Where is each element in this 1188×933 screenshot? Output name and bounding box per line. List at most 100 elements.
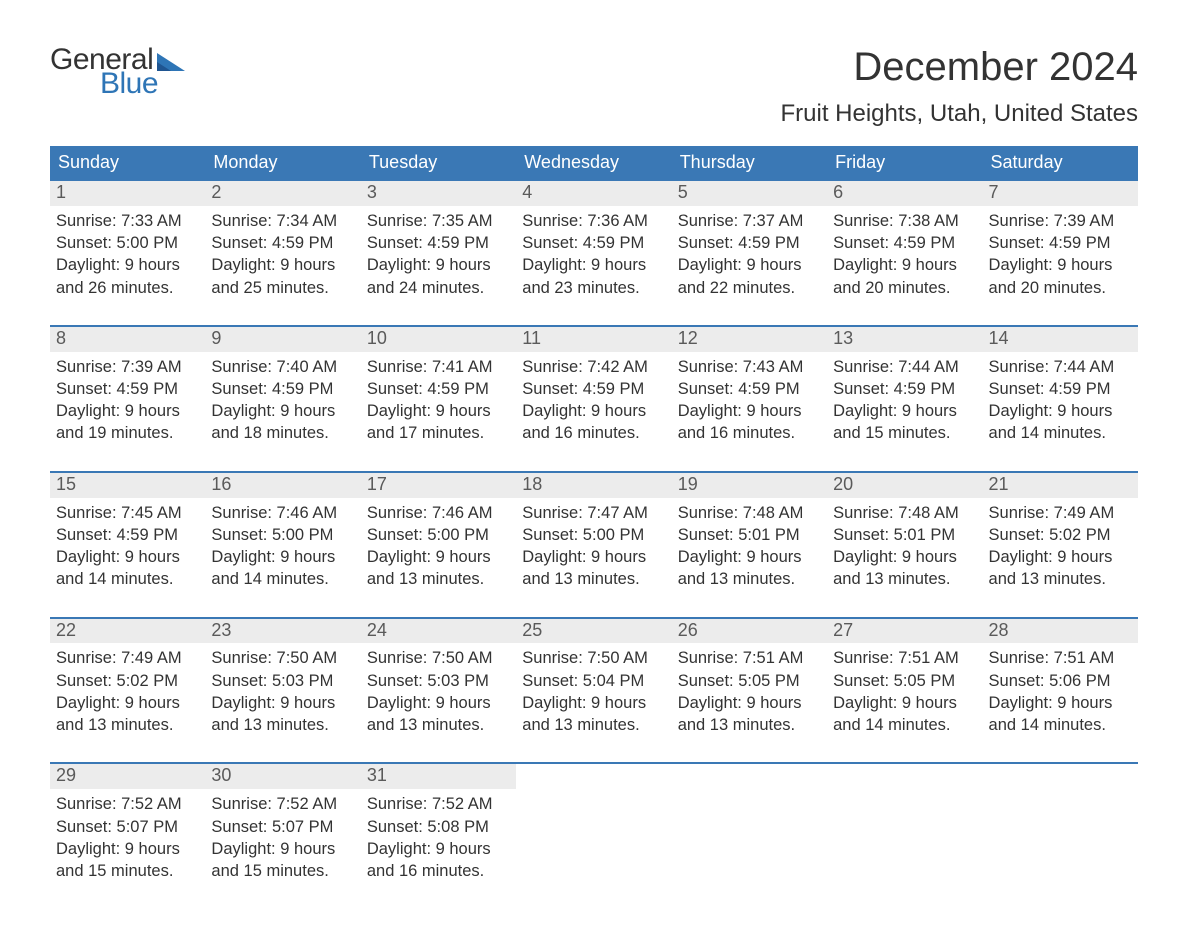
day-number: 4 — [516, 181, 671, 206]
day-body: Sunrise: 7:51 AMSunset: 5:05 PMDaylight:… — [827, 643, 982, 742]
sunrise-line: Sunrise: 7:36 AM — [522, 210, 665, 232]
daylight-line-2: and 13 minutes. — [367, 714, 510, 736]
day-body: Sunrise: 7:33 AMSunset: 5:00 PMDaylight:… — [50, 206, 205, 305]
weekday-header: Friday — [827, 146, 982, 179]
daylight-line-1: Daylight: 9 hours — [833, 254, 976, 276]
daylight-line-2: and 15 minutes. — [56, 860, 199, 882]
sunrise-line: Sunrise: 7:52 AM — [56, 793, 199, 815]
day-cell: 1Sunrise: 7:33 AMSunset: 5:00 PMDaylight… — [50, 181, 205, 305]
day-number: 18 — [516, 473, 671, 498]
daylight-line-2: and 16 minutes. — [678, 422, 821, 444]
day-body: Sunrise: 7:38 AMSunset: 4:59 PMDaylight:… — [827, 206, 982, 305]
daylight-line-1: Daylight: 9 hours — [56, 838, 199, 860]
day-body: Sunrise: 7:47 AMSunset: 5:00 PMDaylight:… — [516, 498, 671, 597]
daylight-line-2: and 17 minutes. — [367, 422, 510, 444]
daylight-line-1: Daylight: 9 hours — [678, 400, 821, 422]
day-body: Sunrise: 7:48 AMSunset: 5:01 PMDaylight:… — [827, 498, 982, 597]
empty-day-cell — [827, 764, 982, 888]
sunrise-line: Sunrise: 7:51 AM — [989, 647, 1132, 669]
daylight-line-1: Daylight: 9 hours — [522, 692, 665, 714]
day-cell: 22Sunrise: 7:49 AMSunset: 5:02 PMDayligh… — [50, 619, 205, 743]
day-body: Sunrise: 7:39 AMSunset: 4:59 PMDaylight:… — [50, 352, 205, 451]
day-cell: 3Sunrise: 7:35 AMSunset: 4:59 PMDaylight… — [361, 181, 516, 305]
daylight-line-2: and 13 minutes. — [211, 714, 354, 736]
day-cell: 15Sunrise: 7:45 AMSunset: 4:59 PMDayligh… — [50, 473, 205, 597]
sunset-line: Sunset: 4:59 PM — [367, 378, 510, 400]
day-cell: 16Sunrise: 7:46 AMSunset: 5:00 PMDayligh… — [205, 473, 360, 597]
daylight-line-2: and 14 minutes. — [989, 714, 1132, 736]
daylight-line-2: and 13 minutes. — [522, 714, 665, 736]
daylight-line-1: Daylight: 9 hours — [833, 692, 976, 714]
daylight-line-2: and 19 minutes. — [56, 422, 199, 444]
day-number: 25 — [516, 619, 671, 644]
sunrise-line: Sunrise: 7:51 AM — [678, 647, 821, 669]
sunrise-line: Sunrise: 7:44 AM — [833, 356, 976, 378]
sunrise-line: Sunrise: 7:48 AM — [678, 502, 821, 524]
day-number: 29 — [50, 764, 205, 789]
day-cell: 26Sunrise: 7:51 AMSunset: 5:05 PMDayligh… — [672, 619, 827, 743]
sunrise-line: Sunrise: 7:40 AM — [211, 356, 354, 378]
day-cell: 13Sunrise: 7:44 AMSunset: 4:59 PMDayligh… — [827, 327, 982, 451]
sunrise-line: Sunrise: 7:48 AM — [833, 502, 976, 524]
day-body: Sunrise: 7:52 AMSunset: 5:08 PMDaylight:… — [361, 789, 516, 888]
day-number: 19 — [672, 473, 827, 498]
day-number: 22 — [50, 619, 205, 644]
week-row: 29Sunrise: 7:52 AMSunset: 5:07 PMDayligh… — [50, 762, 1138, 888]
day-body: Sunrise: 7:37 AMSunset: 4:59 PMDaylight:… — [672, 206, 827, 305]
day-cell: 29 Sunrise: 7:52 AMSunset: 5:07 PMDayligh… — [50, 764, 205, 888]
day-number: 23 — [205, 619, 360, 644]
day-cell: 7Sunrise: 7:39 AMSunset: 4:59 PMDaylight… — [983, 181, 1138, 305]
empty-day-cell — [983, 764, 1138, 888]
daylight-line-2: and 15 minutes. — [211, 860, 354, 882]
day-cell: 25Sunrise: 7:50 AMSunset: 5:04 PMDayligh… — [516, 619, 671, 743]
day-cell: 24Sunrise: 7:50 AMSunset: 5:03 PMDayligh… — [361, 619, 516, 743]
day-number: 12 — [672, 327, 827, 352]
daylight-line-1: Daylight: 9 hours — [833, 546, 976, 568]
day-cell: 11Sunrise: 7:42 AMSunset: 4:59 PMDayligh… — [516, 327, 671, 451]
sunset-line: Sunset: 5:07 PM — [211, 816, 354, 838]
daylight-line-2: and 13 minutes. — [833, 568, 976, 590]
day-cell: 17Sunrise: 7:46 AMSunset: 5:00 PMDayligh… — [361, 473, 516, 597]
logo-text-blue: Blue — [100, 69, 185, 99]
weekday-header: Thursday — [672, 146, 827, 179]
sunrise-line: Sunrise: 7:39 AM — [989, 210, 1132, 232]
week-row: 1Sunrise: 7:33 AMSunset: 5:00 PMDaylight… — [50, 179, 1138, 305]
sunrise-line: Sunrise: 7:51 AM — [833, 647, 976, 669]
daylight-line-1: Daylight: 9 hours — [367, 254, 510, 276]
sunset-line: Sunset: 4:59 PM — [211, 378, 354, 400]
sunset-line: Sunset: 5:00 PM — [522, 524, 665, 546]
sunrise-line: Sunrise: 7:49 AM — [989, 502, 1132, 524]
sunrise-line: Sunrise: 7:42 AM — [522, 356, 665, 378]
day-number: 11 — [516, 327, 671, 352]
daylight-line-1: Daylight: 9 hours — [211, 546, 354, 568]
day-number: 24 — [361, 619, 516, 644]
day-cell: 10Sunrise: 7:41 AMSunset: 4:59 PMDayligh… — [361, 327, 516, 451]
sunrise-line: Sunrise: 7:43 AM — [678, 356, 821, 378]
day-cell: 28Sunrise: 7:51 AMSunset: 5:06 PMDayligh… — [983, 619, 1138, 743]
day-cell: 2Sunrise: 7:34 AMSunset: 4:59 PMDaylight… — [205, 181, 360, 305]
sunrise-line: Sunrise: 7:45 AM — [56, 502, 199, 524]
daylight-line-2: and 25 minutes. — [211, 277, 354, 299]
sunset-line: Sunset: 5:07 PM — [56, 816, 199, 838]
daylight-line-2: and 23 minutes. — [522, 277, 665, 299]
day-cell: 14Sunrise: 7:44 AMSunset: 4:59 PMDayligh… — [983, 327, 1138, 451]
day-body: Sunrise: 7:49 AMSunset: 5:02 PMDaylight:… — [50, 643, 205, 742]
day-number: 3 — [361, 181, 516, 206]
sunrise-line: Sunrise: 7:39 AM — [56, 356, 199, 378]
day-body: Sunrise: 7:41 AMSunset: 4:59 PMDaylight:… — [361, 352, 516, 451]
sunset-line: Sunset: 4:59 PM — [678, 378, 821, 400]
logo: General Blue — [50, 45, 185, 99]
sunrise-line: Sunrise: 7:33 AM — [56, 210, 199, 232]
daylight-line-2: and 15 minutes. — [833, 422, 976, 444]
daylight-line-2: and 13 minutes. — [522, 568, 665, 590]
day-number: 26 — [672, 619, 827, 644]
day-cell: 23Sunrise: 7:50 AMSunset: 5:03 PMDayligh… — [205, 619, 360, 743]
day-number: 30 — [205, 764, 360, 789]
daylight-line-1: Daylight: 9 hours — [211, 400, 354, 422]
daylight-line-2: and 20 minutes. — [833, 277, 976, 299]
day-cell: 18Sunrise: 7:47 AMSunset: 5:00 PMDayligh… — [516, 473, 671, 597]
daylight-line-2: and 13 minutes. — [678, 714, 821, 736]
daylight-line-1: Daylight: 9 hours — [56, 692, 199, 714]
day-cell: 20Sunrise: 7:48 AMSunset: 5:01 PMDayligh… — [827, 473, 982, 597]
sunrise-line: Sunrise: 7:35 AM — [367, 210, 510, 232]
